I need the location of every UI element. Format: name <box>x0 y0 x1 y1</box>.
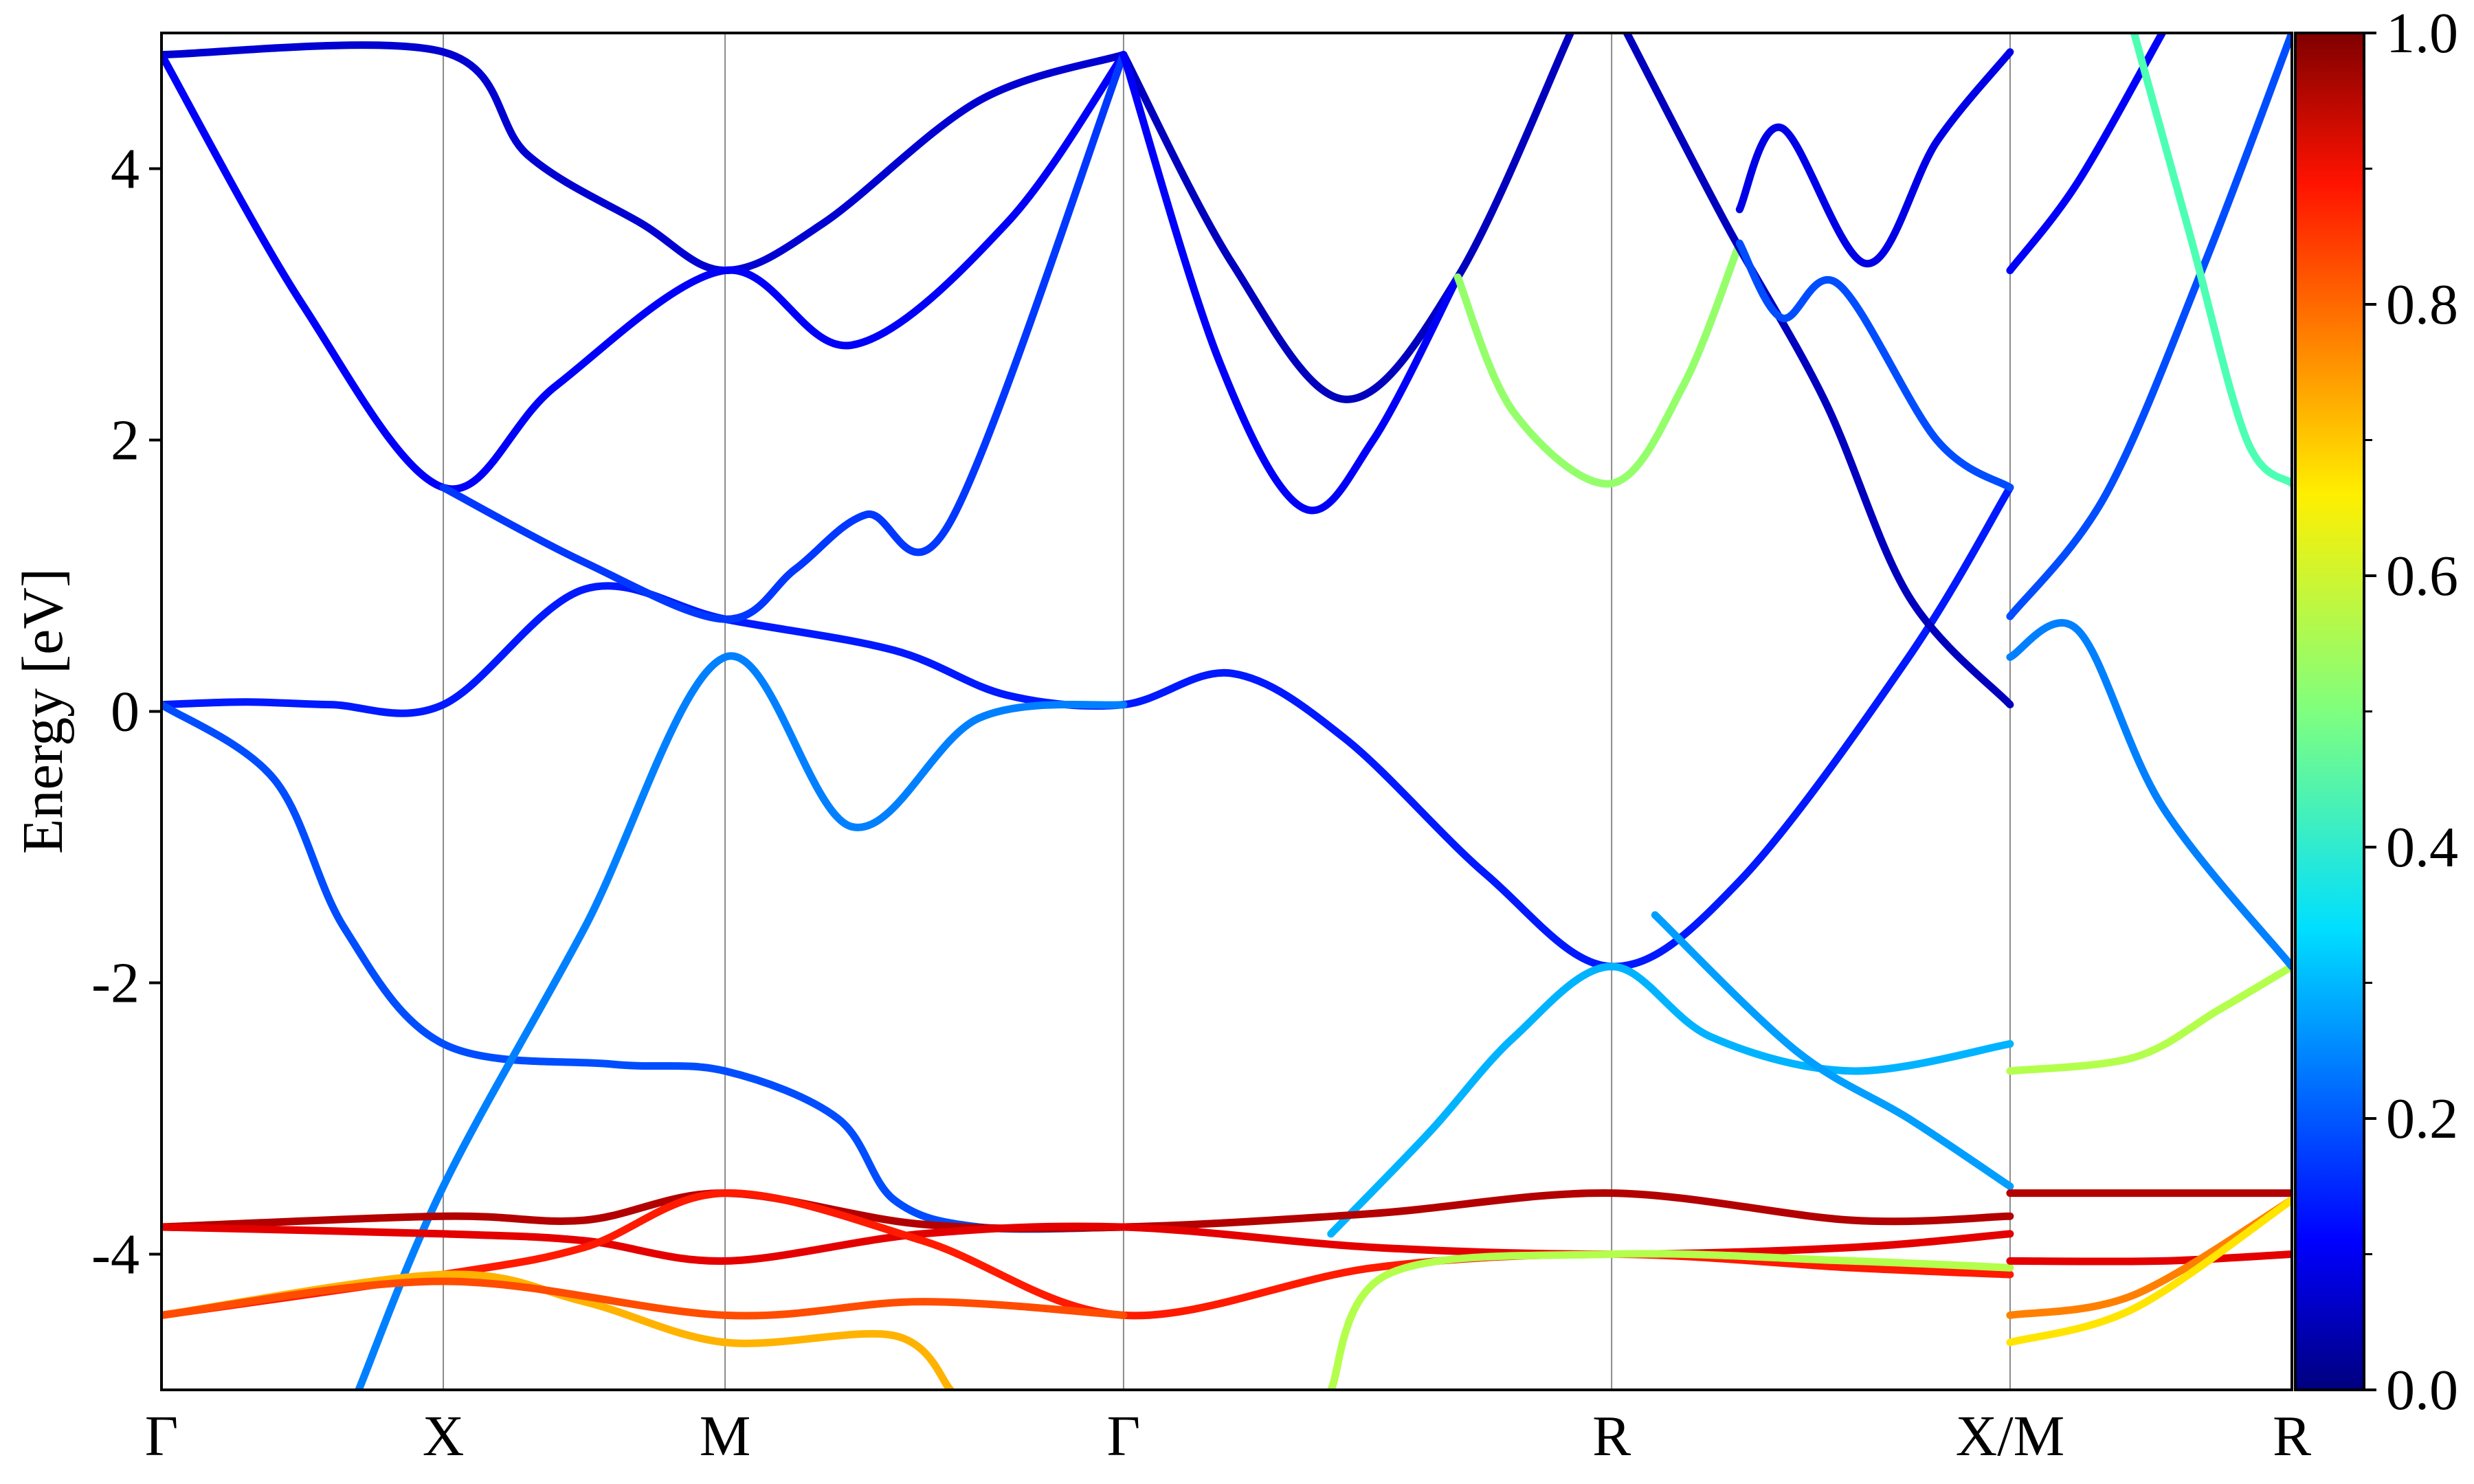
band-line <box>161 55 1124 489</box>
band-line <box>443 55 1124 620</box>
band-line <box>1739 243 2010 487</box>
colorbar-tick-label: 0.2 <box>2386 1087 2458 1151</box>
y-axis-title: Energy [eV] <box>11 568 75 854</box>
y-tick-label: 4 <box>111 137 140 201</box>
x-tick-label: X <box>423 1404 465 1468</box>
band-line <box>2010 33 2163 271</box>
x-tick-label: Γ <box>145 1404 179 1468</box>
band-line <box>2010 1255 2292 1262</box>
band-line <box>161 45 1124 271</box>
colorbar-tick-label: 0.6 <box>2386 544 2458 608</box>
band-line <box>2010 1200 2292 1342</box>
x-tick-label: M <box>700 1404 751 1468</box>
plot-frame <box>161 33 2292 1390</box>
x-tick-label: Γ <box>1107 1404 1141 1468</box>
colorbar-ticks: 0.0 0.2 0.4 0.6 0.8 1.0 <box>2364 1 2458 1422</box>
band-line <box>1124 33 1570 399</box>
y-tick-label: -2 <box>91 952 140 1015</box>
colorbar-tick-label: 0.4 <box>2386 816 2458 879</box>
x-tick-label: R <box>2273 1404 2311 1468</box>
colorbar-gradient <box>2295 33 2364 1390</box>
x-tick-label: X/M <box>1956 1404 2065 1468</box>
colorbar: 0.0 0.2 0.4 0.6 0.8 1.0 <box>2295 1 2458 1422</box>
band-line <box>1458 243 1739 484</box>
y-tick-label: 0 <box>111 680 140 744</box>
band-line <box>161 488 2010 967</box>
y-tick-label: -4 <box>91 1223 140 1287</box>
band-line <box>2010 623 2292 967</box>
band-line <box>161 705 1124 1229</box>
colorbar-tick-label: 0.0 <box>2386 1358 2458 1422</box>
band-line <box>1627 33 2010 705</box>
x-axis-ticks: Γ X M Γ R X/M R <box>145 1404 2311 1468</box>
band-line <box>2010 33 2292 616</box>
band-lines <box>161 33 2292 1390</box>
band-line <box>1655 915 2010 1187</box>
y-tick-label: 2 <box>111 409 140 473</box>
band-line <box>1124 55 1458 510</box>
band-line <box>2010 967 2292 1071</box>
x-tick-label: R <box>1592 1404 1631 1468</box>
colorbar-tick-label: 1.0 <box>2386 1 2458 65</box>
y-axis-ticks: -4 -2 0 2 4 <box>91 137 161 1287</box>
band-line <box>1739 52 2010 264</box>
colorbar-tick-label: 0.8 <box>2386 273 2458 337</box>
